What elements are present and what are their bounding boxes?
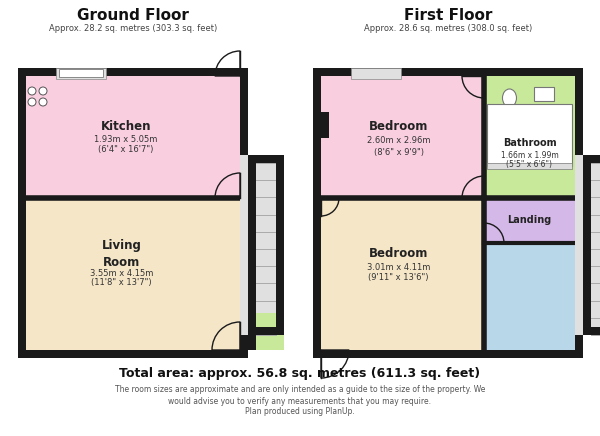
Text: would advise you to verify any measurements that you may require.: would advise you to verify any measureme…: [169, 396, 431, 405]
Bar: [240, 155, 248, 335]
Circle shape: [28, 87, 36, 95]
Bar: [583, 155, 600, 335]
Bar: [18, 350, 248, 358]
Bar: [313, 68, 583, 76]
Text: Landing: Landing: [508, 215, 551, 225]
Text: (9'11" x 13'6"): (9'11" x 13'6"): [368, 273, 429, 283]
Bar: [487, 104, 572, 166]
Bar: [321, 198, 484, 350]
Circle shape: [39, 87, 47, 95]
Bar: [59, 69, 103, 77]
Bar: [26, 198, 240, 350]
Bar: [240, 68, 248, 358]
Bar: [26, 76, 240, 198]
Text: Approx. 28.6 sq. metres (308.0 sq. feet): Approx. 28.6 sq. metres (308.0 sq. feet): [364, 24, 532, 34]
Text: (5'5" x 6'6"): (5'5" x 6'6"): [506, 160, 553, 169]
Bar: [256, 327, 284, 335]
Text: Bedroom: Bedroom: [369, 120, 428, 133]
Bar: [583, 327, 600, 335]
Text: Kitchen: Kitchen: [101, 120, 151, 133]
Bar: [351, 68, 401, 79]
Bar: [484, 198, 575, 243]
Bar: [18, 68, 26, 358]
Text: Approx. 28.2 sq. metres (303.3 sq. feet): Approx. 28.2 sq. metres (303.3 sq. feet): [49, 24, 217, 34]
Ellipse shape: [502, 89, 517, 107]
Bar: [313, 350, 583, 358]
Text: First Floor: First Floor: [404, 8, 492, 24]
Bar: [487, 163, 572, 169]
Text: 1.93m x 5.05m: 1.93m x 5.05m: [94, 135, 158, 144]
Text: (8'6" x 9'9"): (8'6" x 9'9"): [373, 148, 424, 157]
Bar: [248, 155, 284, 163]
Bar: [313, 112, 329, 138]
Text: 3.55m x 4.15m: 3.55m x 4.15m: [90, 269, 153, 278]
Text: 2.60m x 2.96m: 2.60m x 2.96m: [367, 136, 430, 145]
Bar: [256, 313, 276, 335]
Bar: [484, 243, 575, 350]
Text: Bedroom: Bedroom: [369, 247, 428, 260]
Bar: [248, 328, 256, 350]
Text: Total area: approx. 56.8 sq. metres (611.3 sq. feet): Total area: approx. 56.8 sq. metres (611…: [119, 368, 481, 381]
Bar: [591, 163, 600, 335]
Text: Bathroom: Bathroom: [503, 138, 556, 148]
Text: 3.01m x 4.11m: 3.01m x 4.11m: [367, 263, 430, 272]
Text: Ground Floor: Ground Floor: [77, 8, 189, 24]
Bar: [18, 68, 248, 358]
Text: Plan produced using PlanUp.: Plan produced using PlanUp.: [245, 408, 355, 416]
Bar: [276, 155, 284, 335]
Text: The room sizes are approximate and are only intended as a guide to the size of t: The room sizes are approximate and are o…: [115, 385, 485, 395]
Text: (11'8" x 13'7"): (11'8" x 13'7"): [91, 278, 152, 287]
Bar: [575, 68, 583, 358]
Bar: [575, 155, 583, 335]
Bar: [313, 68, 583, 358]
Bar: [18, 68, 248, 76]
Bar: [583, 155, 600, 163]
Text: (6'4" x 16'7"): (6'4" x 16'7"): [98, 145, 154, 154]
Bar: [313, 68, 321, 358]
Bar: [256, 163, 276, 335]
Circle shape: [39, 98, 47, 106]
Bar: [248, 155, 284, 335]
Text: Living
Room: Living Room: [101, 239, 142, 269]
Circle shape: [28, 98, 36, 106]
Text: 1.66m x 1.99m: 1.66m x 1.99m: [500, 150, 559, 160]
Bar: [534, 87, 554, 101]
Bar: [484, 76, 575, 198]
Bar: [321, 76, 484, 198]
Bar: [248, 328, 284, 350]
Bar: [56, 68, 106, 79]
